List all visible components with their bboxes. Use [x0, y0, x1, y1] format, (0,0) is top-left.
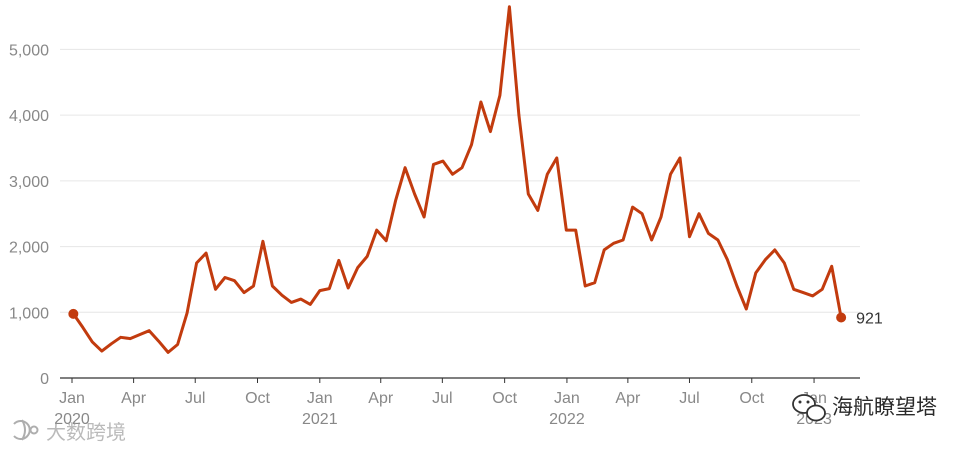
gridlines [60, 48, 860, 379]
x-tick-label: Oct [492, 390, 517, 407]
x-tick-label: Jul [679, 390, 699, 407]
y-tick-label: 1,000 [9, 305, 49, 322]
y-tick-label: 4,000 [9, 108, 49, 125]
end-value-label: 921 [856, 310, 883, 327]
watermark-right-text: 海航瞭望塔 [832, 395, 937, 419]
watermark-left-text: 大数跨境 [46, 420, 126, 444]
x-tick-label: Apr [368, 390, 394, 407]
x-tick-label: Apr [615, 390, 641, 407]
y-axis: 0 1,000 2,000 3,000 4,000 5,000 [9, 42, 49, 388]
y-tick-label: 2,000 [9, 240, 49, 257]
start-point [68, 308, 79, 319]
x-tick-label: Jul [185, 390, 205, 407]
x-tick-label: Oct [245, 390, 270, 407]
y-tick-label: 5,000 [9, 42, 49, 59]
series-line [71, 5, 843, 354]
wechat-icon [792, 394, 826, 422]
x-tick-label: Apr [121, 390, 147, 407]
x-tick-year-label: 2020 [54, 411, 90, 428]
x-tick-label: Oct [739, 390, 764, 407]
x-tick-label: Jan [59, 390, 85, 407]
x-axis: Jan 2020 Apr Jul Oct Jan 2021 Apr Jul Oct Jan 2022 A… [54, 378, 832, 428]
x-tick-year-label: 2021 [302, 411, 338, 428]
watermark-left-icon [13, 419, 39, 441]
y-tick-label: 3,000 [9, 174, 49, 191]
x-tick-label: Jul [432, 390, 452, 407]
x-tick-label: Jan [307, 390, 333, 407]
x-tick-label: Jan [554, 390, 580, 407]
end-point [836, 312, 847, 323]
x-tick-year-label: 2022 [549, 411, 585, 428]
y-tick-label: 0 [40, 371, 49, 388]
watermark-left: 大数跨境 [13, 419, 126, 444]
watermark-right: 海航瞭望塔 [792, 394, 937, 422]
